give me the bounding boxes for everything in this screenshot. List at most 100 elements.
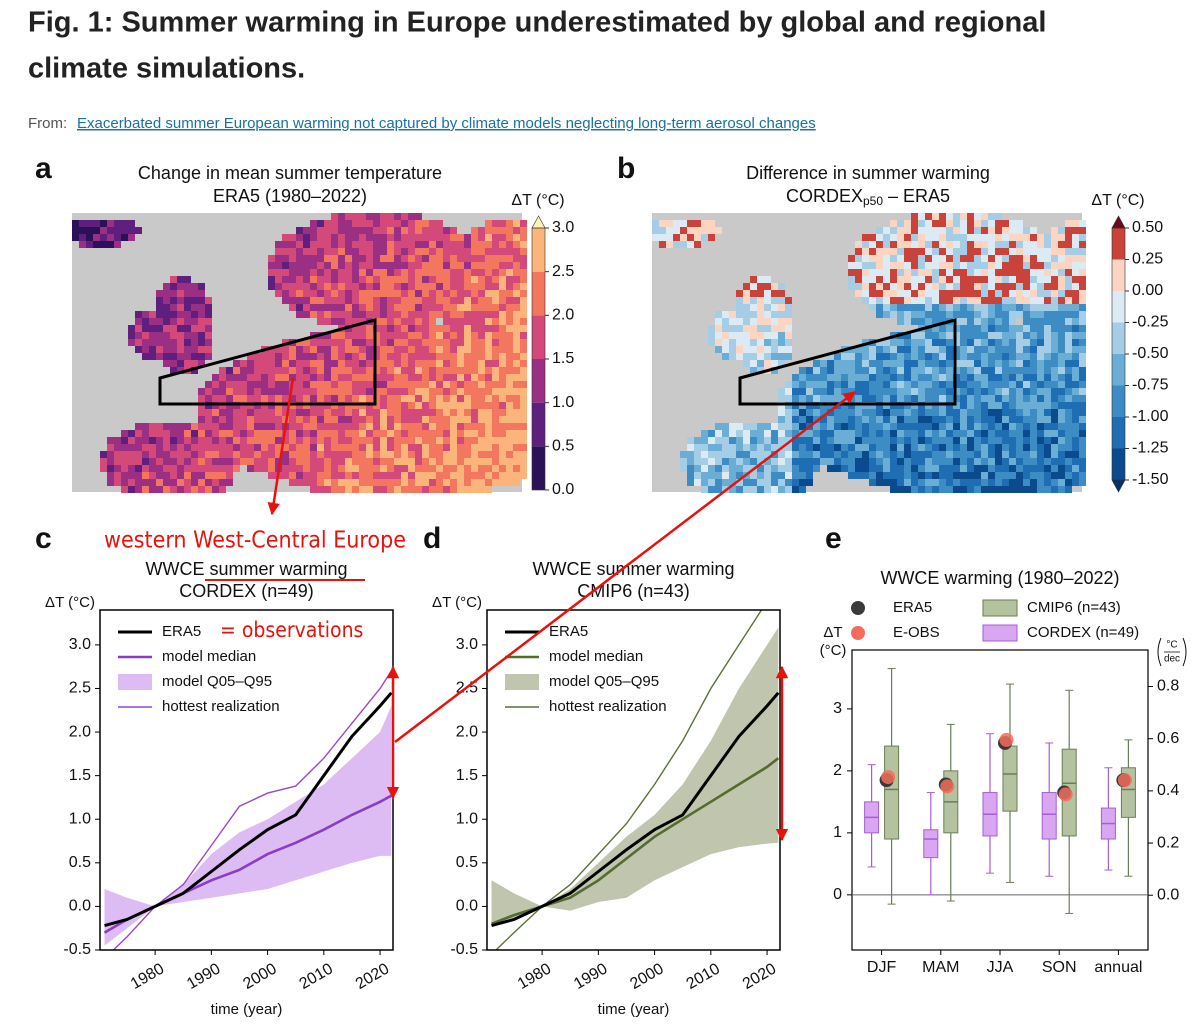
map-cell [457, 339, 464, 346]
map-cell [506, 395, 513, 402]
map-cell [799, 451, 806, 458]
map-cell [981, 458, 988, 465]
map-cell [247, 388, 254, 395]
map-cell [226, 409, 233, 416]
map-cell [289, 269, 296, 276]
map-cell [156, 486, 163, 493]
map-cell [296, 339, 303, 346]
map-cell [184, 437, 191, 444]
map-cell [694, 479, 701, 486]
map-cell [967, 381, 974, 388]
map-cell [492, 297, 499, 304]
map-cell [855, 437, 862, 444]
map-cell [373, 248, 380, 255]
map-cell [394, 367, 401, 374]
map-cell [904, 346, 911, 353]
map-cell [261, 444, 268, 451]
map-cell [974, 402, 981, 409]
map-cell [177, 304, 184, 311]
map-cell [366, 311, 373, 318]
map-cell [778, 311, 785, 318]
map-cell [443, 416, 450, 423]
map-cell [820, 388, 827, 395]
map-cell [408, 423, 415, 430]
map-cell [415, 479, 422, 486]
map-cell [100, 458, 107, 465]
map-cell [981, 353, 988, 360]
map-cell [499, 416, 506, 423]
map-cell [925, 374, 932, 381]
map-cell [457, 283, 464, 290]
map-cell [135, 339, 142, 346]
map-cell [436, 451, 443, 458]
map-cell [1009, 283, 1016, 290]
map-cell [471, 332, 478, 339]
arrow [267, 377, 295, 516]
map-cell [240, 416, 247, 423]
map-cell [736, 353, 743, 360]
map-cell [764, 290, 771, 297]
map-cell [380, 318, 387, 325]
chart-title: WWCE summer warming [145, 559, 347, 579]
map-cell [254, 381, 261, 388]
map-cell [722, 346, 729, 353]
map-cell [219, 395, 226, 402]
map-cell [722, 465, 729, 472]
map-cell [282, 395, 289, 402]
map-cell [408, 486, 415, 493]
map-cell [1058, 304, 1065, 311]
map-cell [750, 451, 757, 458]
map-cell [366, 339, 373, 346]
map-cell [198, 465, 205, 472]
map-cell [869, 444, 876, 451]
map-cell [471, 479, 478, 486]
map-cell [499, 423, 506, 430]
map-cell [1009, 423, 1016, 430]
map-cell [513, 241, 520, 248]
map-cell [890, 458, 897, 465]
map-cell [443, 234, 450, 241]
map-cell [813, 360, 820, 367]
map-cell [876, 416, 883, 423]
map-cell [876, 451, 883, 458]
map-cell [666, 234, 673, 241]
map-cell [785, 353, 792, 360]
map-cell [1051, 339, 1058, 346]
map-cell [121, 444, 128, 451]
map-cell [974, 255, 981, 262]
colorbar-segment [1112, 228, 1125, 260]
map-cell [240, 423, 247, 430]
map-cell [156, 339, 163, 346]
map-cell [953, 283, 960, 290]
map-cell [869, 367, 876, 374]
map-cell [1009, 430, 1016, 437]
map-cell [520, 332, 527, 339]
map-cell [520, 276, 527, 283]
map-cell [778, 458, 785, 465]
map-cell [177, 430, 184, 437]
map-cell [436, 269, 443, 276]
map-cell [1023, 311, 1030, 318]
map-cell [1016, 332, 1023, 339]
map-cell [841, 458, 848, 465]
map-cell [1072, 444, 1079, 451]
map-cell [834, 465, 841, 472]
map-cell [436, 388, 443, 395]
map-cell [806, 465, 813, 472]
map-cell [520, 381, 527, 388]
map-cell [513, 437, 520, 444]
map-cell [142, 444, 149, 451]
map-cell [757, 423, 764, 430]
map-cell [135, 465, 142, 472]
map-cell [380, 472, 387, 479]
map-cell [722, 458, 729, 465]
map-cell [380, 381, 387, 388]
map-cell [506, 248, 513, 255]
map-cell [443, 283, 450, 290]
source-link[interactable]: Exacerbated summer European warming not … [77, 115, 816, 132]
map-cell [261, 451, 268, 458]
map-cell [303, 227, 310, 234]
map-cell [485, 409, 492, 416]
map-cell [107, 479, 114, 486]
map-cell [464, 339, 471, 346]
